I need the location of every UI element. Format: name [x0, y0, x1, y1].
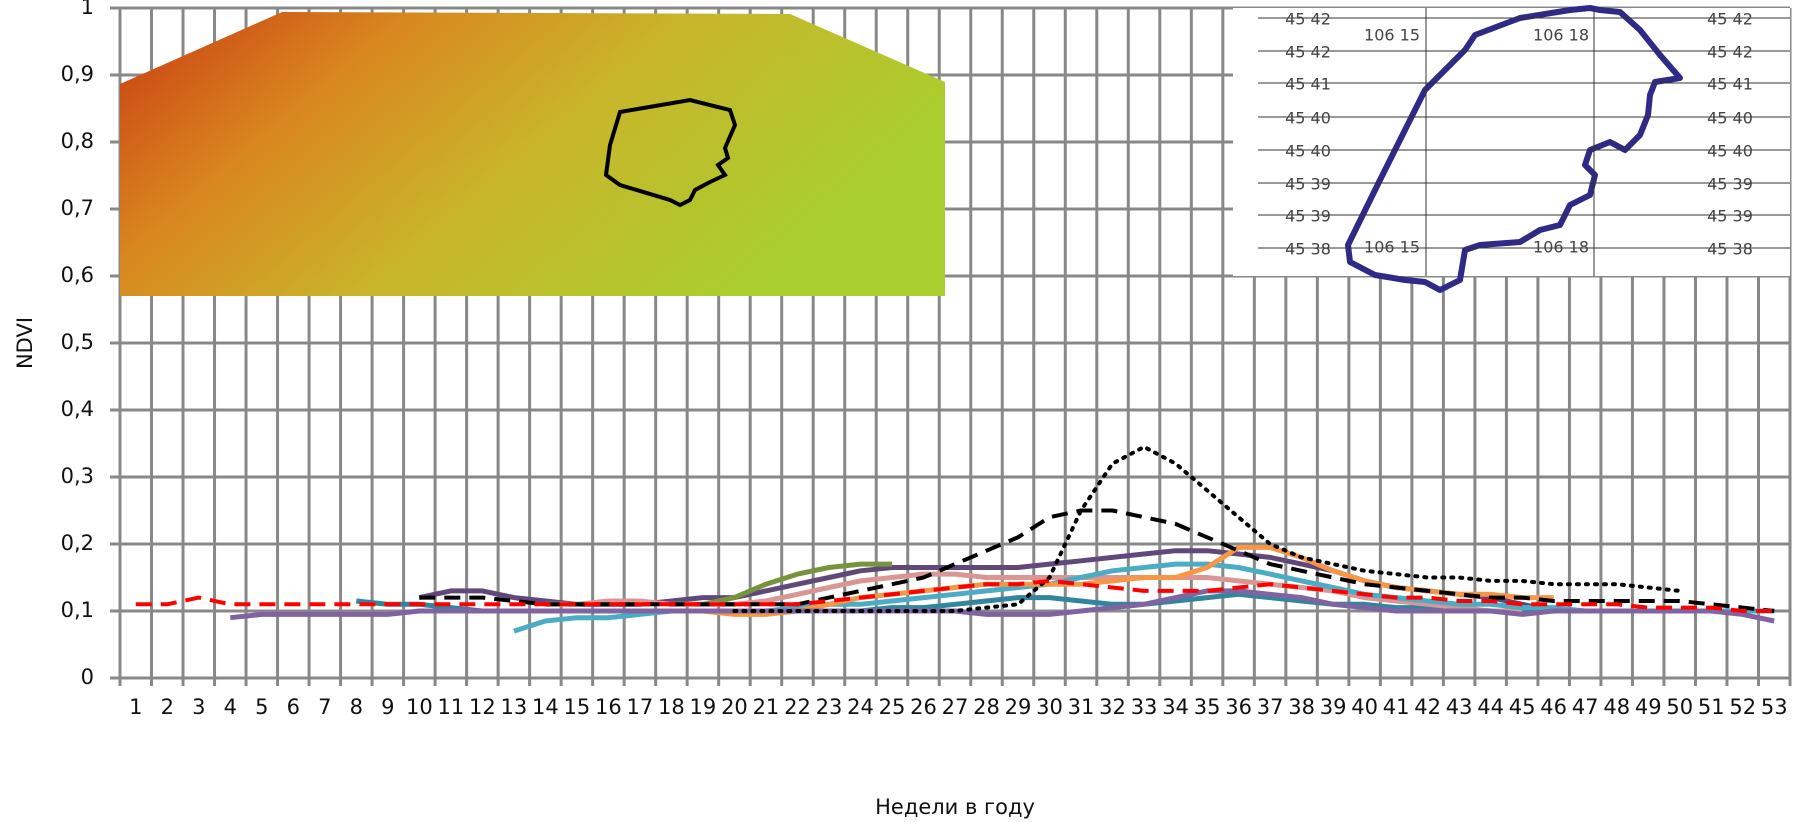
- map-inset: 45 42 45 42 45 41 45 40 45 40 45 39 45 39 45 38…: [1233, 5, 1790, 293]
- y-tick-label: 0,5: [61, 330, 94, 354]
- x-tick-label: 46: [1540, 695, 1567, 719]
- map-lon-label: 106 15: [1364, 26, 1420, 45]
- x-tick-label: 21: [753, 695, 780, 719]
- x-tick-label: 48: [1603, 695, 1630, 719]
- x-tick-label: 5: [255, 695, 268, 719]
- map-lon-label: 106 18: [1533, 238, 1589, 257]
- x-tick-label: 52: [1729, 695, 1756, 719]
- data-line: [702, 561, 892, 607]
- x-tick-label: 17: [627, 695, 654, 719]
- x-tick-label: 47: [1572, 695, 1599, 719]
- map-lat-label: 45 39: [1285, 207, 1331, 226]
- x-tick-label: 32: [1099, 695, 1126, 719]
- x-tick-label: 41: [1383, 695, 1410, 719]
- x-tick-label: 30: [1036, 695, 1063, 719]
- x-tick-label: 19: [690, 695, 717, 719]
- y-tick-label: 0,8: [61, 129, 94, 153]
- x-tick-label: 53: [1761, 695, 1788, 719]
- x-tick-label: 35: [1194, 695, 1221, 719]
- terrain-image: [120, 12, 945, 296]
- map-lat-label: 45 42: [1707, 10, 1753, 29]
- x-tick-label: 36: [1225, 695, 1252, 719]
- x-tick-label: 1: [129, 695, 142, 719]
- x-tick-label: 40: [1351, 695, 1378, 719]
- x-tick-label: 20: [721, 695, 748, 719]
- x-tick-label: 13: [501, 695, 528, 719]
- map-lat-label: 45 40: [1285, 109, 1331, 128]
- map-lat-label: 45 42: [1707, 43, 1753, 62]
- x-tick-label: 34: [1162, 695, 1189, 719]
- x-tick-label: 28: [973, 695, 1000, 719]
- x-tick-label: 49: [1635, 695, 1662, 719]
- x-tick-label: 25: [879, 695, 906, 719]
- map-lat-label: 45 41: [1707, 75, 1753, 94]
- map-lon-label: 106 15: [1364, 238, 1420, 257]
- x-tick-label: 9: [381, 695, 394, 719]
- map-lat-label: 45 40: [1285, 142, 1331, 161]
- map-lat-label: 45 39: [1707, 207, 1753, 226]
- map-lat-label: 45 38: [1707, 240, 1753, 259]
- y-tick-label: 1: [81, 0, 94, 19]
- x-tick-label: 42: [1414, 695, 1441, 719]
- terrain-inset: [120, 12, 945, 296]
- map-lat-label: 45 40: [1707, 142, 1753, 161]
- x-tick-label: 18: [658, 695, 685, 719]
- x-tick-label: 15: [564, 695, 591, 719]
- map-lat-label: 45 42: [1285, 10, 1331, 29]
- data-line: [230, 588, 1775, 624]
- map-lat-label: 45 39: [1285, 175, 1331, 194]
- map-lat-label: 45 40: [1707, 109, 1753, 128]
- y-tick-label: 0,2: [61, 531, 94, 555]
- x-tick-label: 6: [287, 695, 300, 719]
- x-tick-label: 45: [1509, 695, 1536, 719]
- x-tick-label: 37: [1257, 695, 1284, 719]
- x-tick-label: 23: [816, 695, 843, 719]
- x-tick-label: 3: [192, 695, 205, 719]
- map-lat-label: 45 38: [1285, 240, 1331, 259]
- x-tick-label: 4: [224, 695, 237, 719]
- x-tick-label: 11: [437, 695, 464, 719]
- x-axis-title: Недели в году: [875, 795, 1035, 819]
- y-tick-label: 0,3: [61, 464, 94, 488]
- x-tick-label: 38: [1288, 695, 1315, 719]
- y-tick-label: 0: [81, 665, 94, 689]
- x-tick-label: 24: [847, 695, 874, 719]
- y-tick-label: 0,7: [61, 196, 94, 220]
- map-lat-label: 45 41: [1285, 75, 1331, 94]
- x-tick-label: 31: [1068, 695, 1095, 719]
- x-tick-label: 10: [406, 695, 433, 719]
- y-tick-label: 0,6: [61, 263, 94, 287]
- map-lat-label: 45 42: [1285, 43, 1331, 62]
- x-tick-label: 51: [1698, 695, 1725, 719]
- x-tick-label: 33: [1131, 695, 1158, 719]
- y-axis-title: NDVI: [13, 317, 37, 369]
- x-tick-label: 26: [910, 695, 937, 719]
- map-background: [1233, 8, 1790, 276]
- x-tick-label: 43: [1446, 695, 1473, 719]
- x-tick-label: 12: [469, 695, 496, 719]
- x-tick-label: 8: [350, 695, 363, 719]
- y-tick-label: 0,4: [61, 397, 94, 421]
- x-tick-label: 16: [595, 695, 622, 719]
- map-lon-label: 106 18: [1533, 26, 1589, 45]
- x-tick-label: 39: [1320, 695, 1347, 719]
- data-line: [732, 444, 1682, 613]
- x-tick-label: 14: [532, 695, 559, 719]
- x-tick-label: 44: [1477, 695, 1504, 719]
- map-lat-label: 45 39: [1707, 175, 1753, 194]
- x-tick-label: 50: [1666, 695, 1693, 719]
- x-tick-label: 7: [318, 695, 331, 719]
- x-tick-label: 2: [161, 695, 174, 719]
- y-tick-label: 0,1: [61, 598, 94, 622]
- y-tick-label: 0,9: [61, 62, 94, 86]
- x-tick-label: 22: [784, 695, 811, 719]
- x-tick-label: 27: [942, 695, 969, 719]
- terrain-outline: [603, 97, 738, 208]
- x-tick-label: 29: [1005, 695, 1032, 719]
